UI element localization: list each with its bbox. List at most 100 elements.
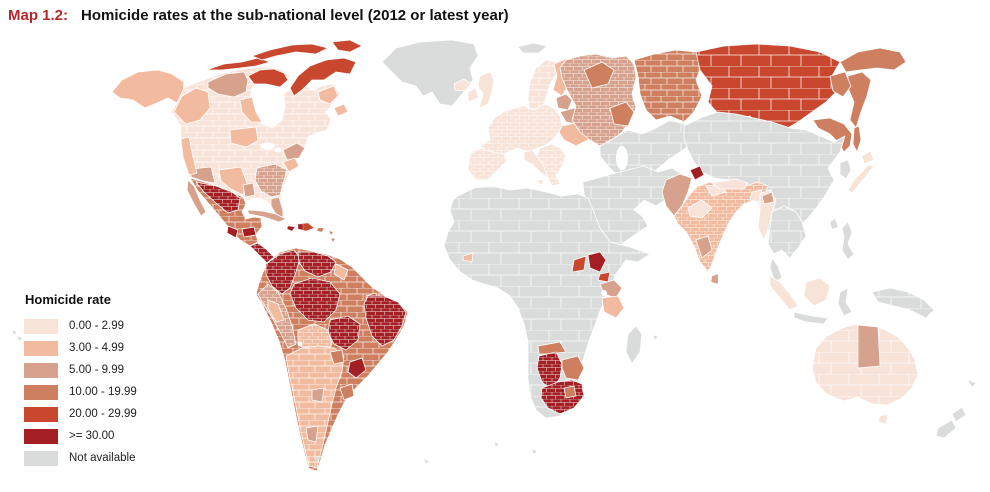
- region-south-sudan: [587, 251, 607, 273]
- region-amazonas-brazil-borders: [290, 278, 340, 322]
- legend-item: >= 30.00: [24, 425, 137, 447]
- legend-items: 0.00 - 2.99 3.00 - 4.99 5.00 - 9.99 10.00 -…: [24, 315, 137, 469]
- region-new-guinea-borders: [872, 288, 934, 318]
- region-high-arctic: [251, 43, 329, 61]
- region-baltic-states: [555, 93, 573, 111]
- region-sumatra: [769, 275, 799, 311]
- region-hokkaido: [861, 150, 875, 165]
- legend-swatch-cat5: [24, 406, 58, 422]
- region-usa-texas: [218, 166, 248, 196]
- region-india-central: [687, 199, 713, 219]
- region-svalbard: [517, 42, 548, 54]
- region-indian-ocean-islands: [652, 334, 659, 341]
- region-peru-coast: [267, 299, 285, 323]
- region-chukotka: [839, 47, 907, 73]
- legend-item: Not available: [24, 447, 137, 469]
- region-sri-lanka: [710, 273, 719, 285]
- region-borneo: [803, 277, 831, 307]
- region-japan: [847, 164, 875, 194]
- region-scandinavia-borders: [528, 60, 558, 120]
- region-northeast-brazil-borders: [364, 296, 406, 346]
- region-nepal: [711, 178, 749, 190]
- great-lakes-east: [274, 147, 282, 153]
- region-arctic-islands: [205, 57, 271, 71]
- region-new-zealand-north: [951, 406, 967, 423]
- region-mato-grosso-brazil-borders: [328, 316, 360, 350]
- region-south-sudan-west: [571, 255, 587, 273]
- region-philippines: [841, 221, 855, 261]
- region-atlantic-islands: [423, 458, 430, 465]
- region-newfoundland: [333, 103, 349, 117]
- region-south-africa-inner: [563, 385, 577, 399]
- region-labrador: [317, 85, 339, 105]
- region-jamaica: [286, 225, 296, 232]
- caspian-sea: [616, 146, 628, 170]
- region-europe-main-borders: [480, 104, 562, 156]
- region-falkland-islands: [312, 455, 322, 463]
- legend-title: Homicide rate: [25, 292, 111, 307]
- region-southern-ocean-islands: [493, 441, 538, 455]
- region-sulawesi: [837, 287, 853, 317]
- region-indochina-borders: [768, 206, 806, 258]
- figure-title-text: Homicide rates at the sub-national level…: [81, 7, 509, 24]
- region-sakhalin: [852, 125, 862, 153]
- region-new-zealand-south: [935, 419, 957, 439]
- region-usa-southwest: [190, 166, 216, 184]
- region-west-africa-gambia: [462, 252, 474, 263]
- legend-swatch-cat4: [24, 384, 58, 400]
- region-magadan: [829, 71, 852, 98]
- great-lakes: [261, 142, 275, 150]
- region-southern-cone-borders: [286, 346, 344, 468]
- legend-swatch-na: [24, 450, 58, 466]
- region-new-caledonia: [967, 379, 977, 388]
- region-myanmar-north: [761, 191, 775, 205]
- legend-swatch-cat1: [24, 318, 58, 334]
- region-canada-nwt: [207, 71, 249, 98]
- region-kashmir: [689, 165, 705, 181]
- region-northern-territory: [857, 324, 881, 369]
- region-mexico-yucatan: [241, 226, 257, 238]
- legend-item: 3.00 - 4.99: [24, 337, 137, 359]
- region-patagonia: [305, 425, 319, 443]
- region-china-mongolia-borders: [684, 112, 845, 232]
- region-greenland: [381, 39, 479, 107]
- region-south-brazil: [347, 357, 367, 379]
- region-ireland: [467, 87, 479, 103]
- region-sicily: [535, 179, 545, 186]
- region-usa-montana-dakotas: [229, 126, 259, 148]
- region-middle-east-borders: [583, 166, 684, 248]
- region-india-south: [695, 235, 713, 259]
- legend-item: 20.00 - 29.99: [24, 403, 137, 425]
- region-iberia-borders: [468, 148, 506, 180]
- region-baffin-island: [289, 57, 357, 97]
- figure-title-label: Map 1.2:: [8, 7, 69, 24]
- region-colombia-borders: [266, 250, 300, 294]
- legend-swatch-cat3: [24, 362, 58, 378]
- region-botswana: [561, 355, 585, 381]
- region-namibia-north: [537, 341, 567, 355]
- region-guyana: [333, 263, 349, 281]
- legend-item: 0.00 - 2.99: [24, 315, 137, 337]
- region-kamchatka: [847, 71, 872, 129]
- region-canada-manitoba: [239, 96, 263, 123]
- region-lesser-antilles: [328, 230, 336, 243]
- region-namibia-borders: [537, 352, 562, 390]
- region-canada-bc: [173, 87, 211, 125]
- region-africa-borders: [444, 186, 650, 418]
- region-tasmania: [877, 413, 889, 425]
- legend-item-label: 10.00 - 19.99: [69, 386, 137, 398]
- lake-victoria: [601, 290, 607, 296]
- region-balkans-borders: [537, 144, 566, 186]
- region-alaska: [111, 69, 185, 109]
- legend-item-label: >= 30.00: [69, 430, 115, 442]
- region-ural-west-siberia-borders: [634, 50, 702, 122]
- region-usa-louisiana: [242, 182, 256, 198]
- region-tanzania: [601, 295, 625, 319]
- region-hawaii: [11, 329, 23, 342]
- region-taiwan: [829, 218, 839, 230]
- region-siberia-borders: [696, 44, 840, 132]
- region-cuba: [246, 209, 287, 223]
- region-northwest-russia: [583, 61, 615, 89]
- region-venezuela-borders: [298, 252, 336, 277]
